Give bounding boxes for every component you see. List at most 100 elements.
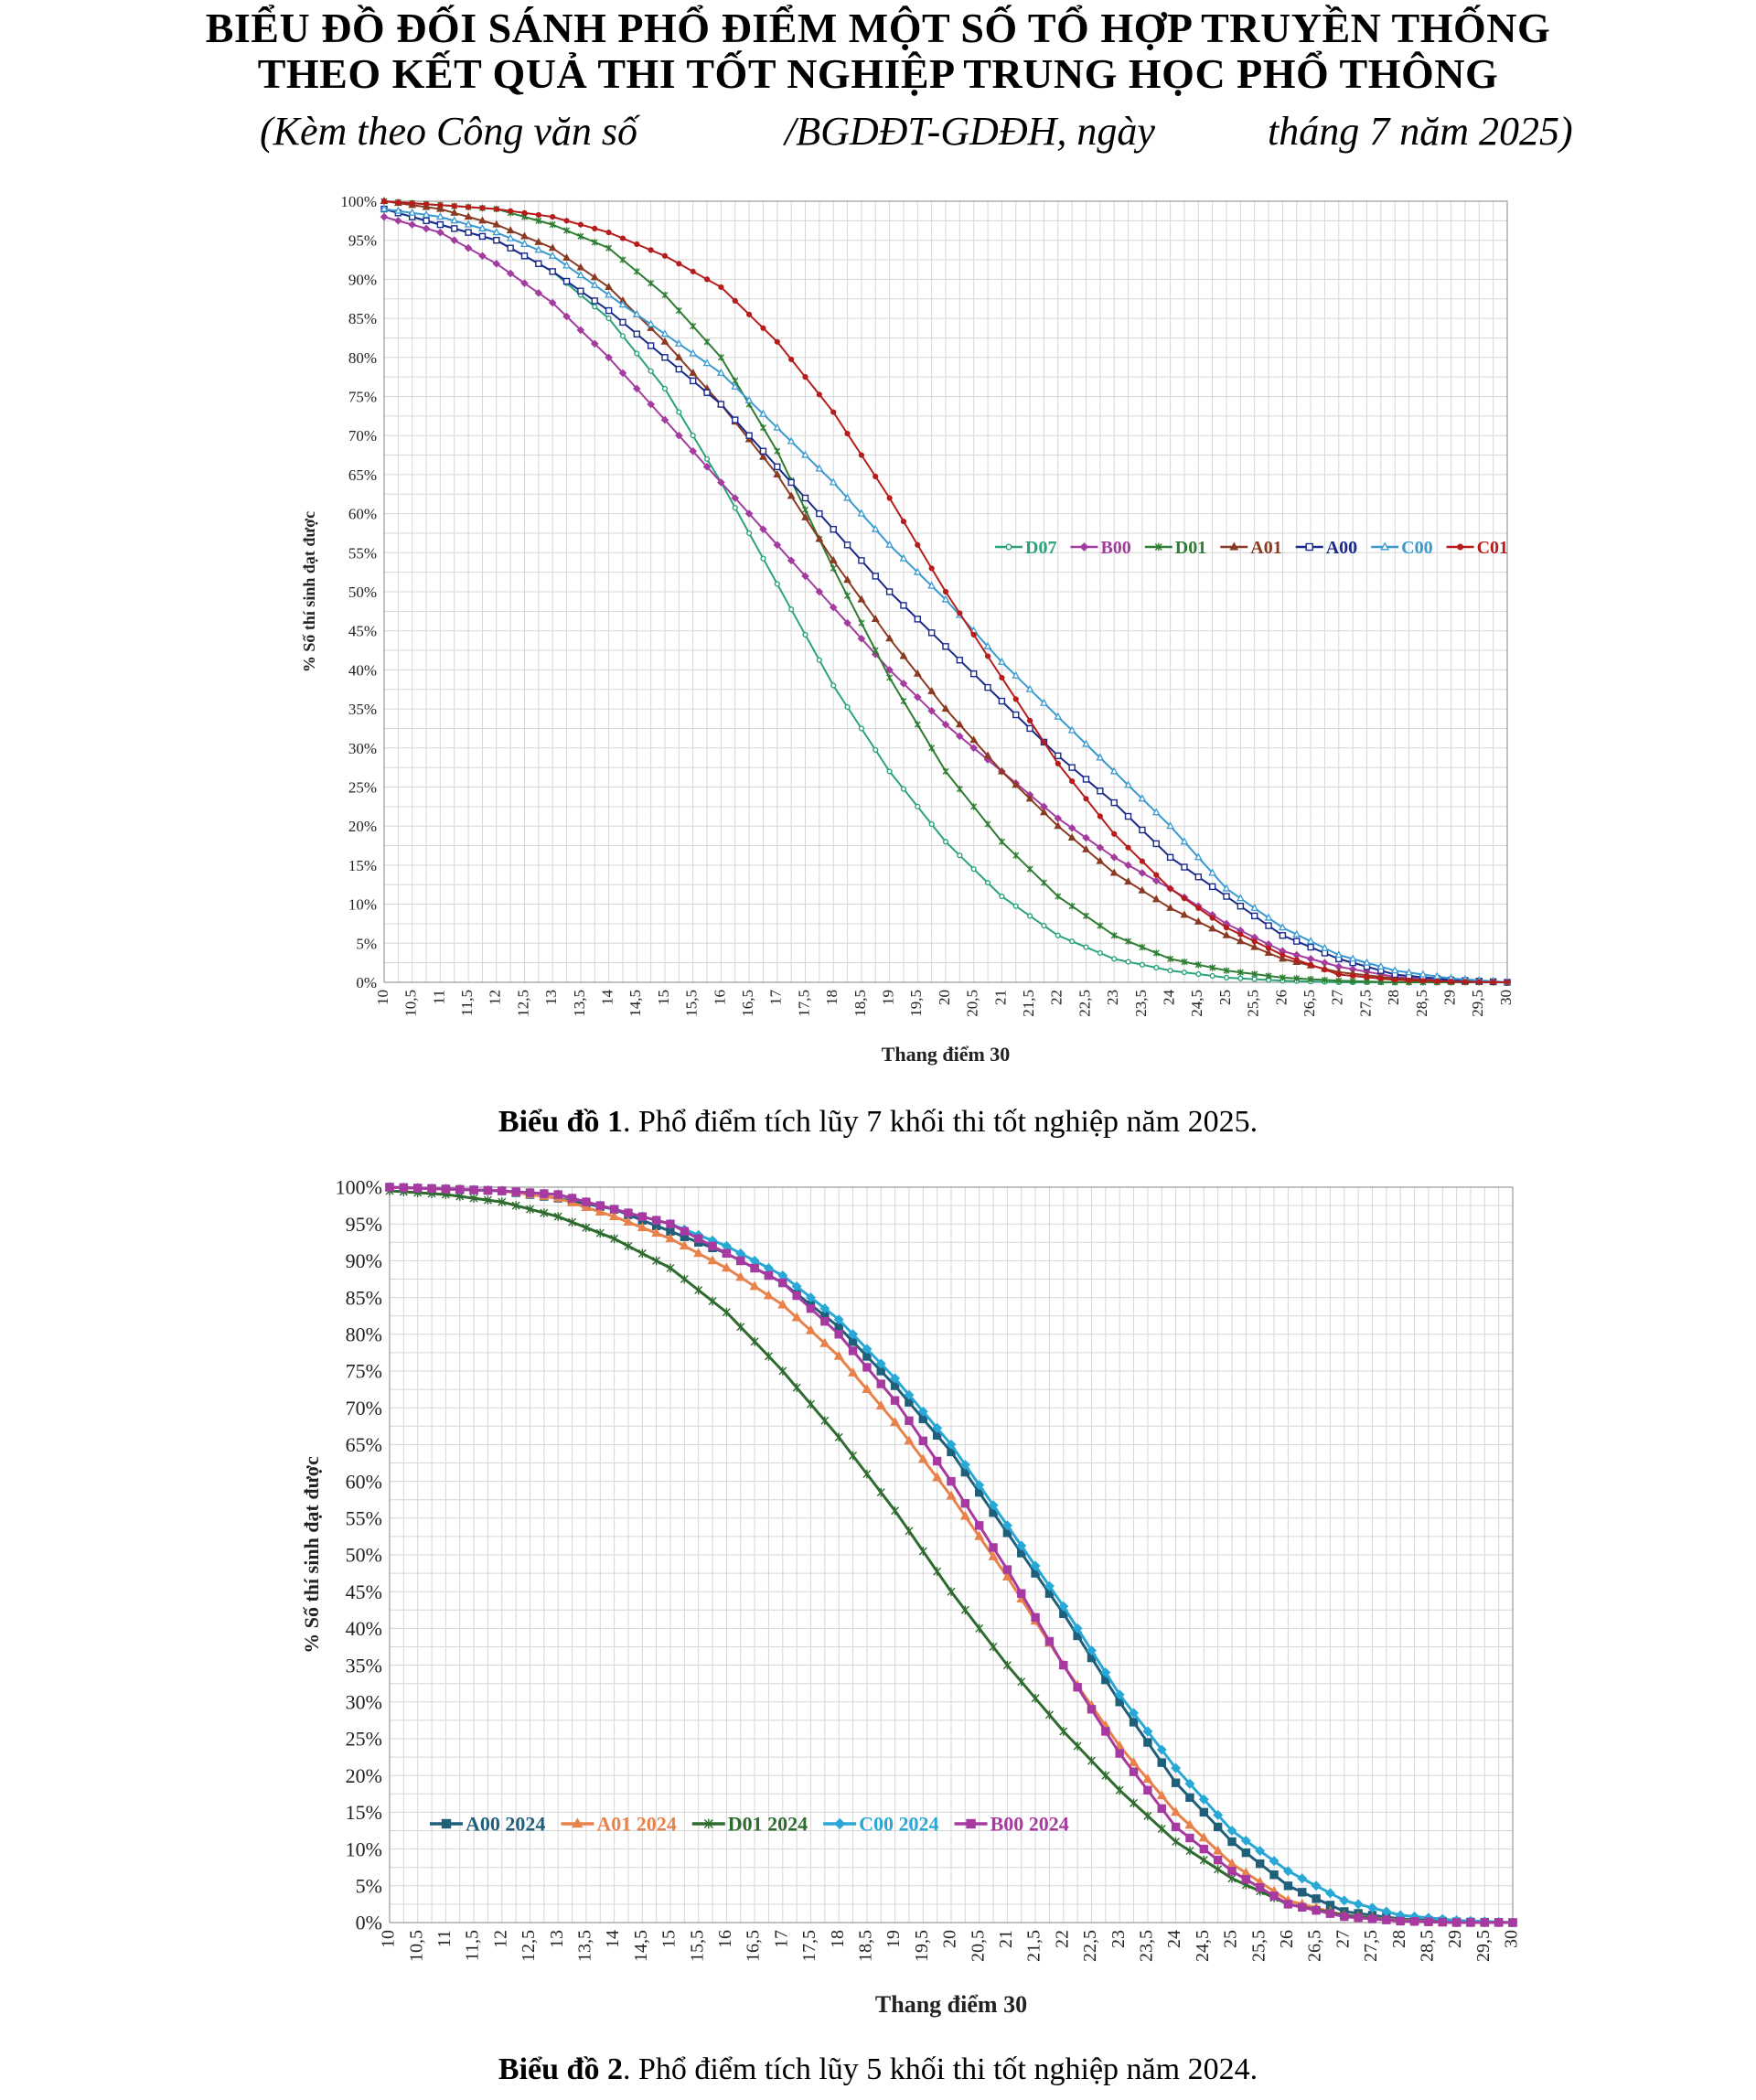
data-point [873, 746, 879, 754]
data-point [1476, 979, 1483, 985]
x-tick-label: 21 [991, 990, 1009, 1005]
data-point [969, 735, 979, 744]
data-point [1040, 879, 1047, 886]
data-point [647, 342, 655, 349]
data-point [833, 1314, 844, 1325]
x-tick-label: 20 [940, 1930, 960, 1948]
legend-label: C00 2024 [859, 1813, 938, 1836]
data-point [1194, 852, 1203, 861]
data-point [1142, 1773, 1153, 1784]
data-point [1115, 1749, 1124, 1758]
data-point [717, 368, 725, 376]
x-tick-label: 16 [711, 990, 728, 1005]
y-axis-ticks: 0% 5% 10% 15% 20% 25% 30% 35% 40% 45% 50% 55% 60% 65%… [336, 1176, 382, 1934]
legend: D07 B00 D01 A01 A00 C00 C01 [995, 538, 1508, 558]
data-point [455, 1184, 465, 1195]
data-point [1166, 853, 1174, 862]
data-point [1306, 937, 1315, 945]
data-point [648, 247, 654, 253]
data-point [1390, 966, 1399, 974]
data-point [843, 541, 851, 549]
data-point [1156, 1744, 1167, 1755]
data-point [722, 1307, 731, 1317]
data-point [764, 1270, 774, 1280]
data-point [1222, 930, 1231, 938]
y-tick-label: 55% [348, 544, 377, 562]
data-point [942, 588, 949, 595]
data-point [637, 1248, 647, 1259]
data-point [844, 703, 851, 711]
data-point [1068, 764, 1076, 771]
data-point [1067, 725, 1076, 734]
data-point [900, 697, 907, 705]
data-point [774, 581, 780, 587]
data-point [913, 669, 922, 677]
data-point [815, 534, 824, 542]
data-point [1097, 922, 1104, 929]
data-point [1096, 856, 1105, 864]
data-point [1184, 1819, 1195, 1829]
data-point [1171, 1778, 1181, 1787]
data-point [886, 495, 893, 501]
y-tick-label: 70% [346, 1397, 382, 1420]
data-point [830, 525, 837, 533]
x-tick-label: 14 [599, 990, 616, 1006]
y-tick-label: 60% [346, 1470, 382, 1493]
data-point [1255, 1859, 1265, 1869]
data-point [960, 1499, 970, 1508]
data-point [1293, 938, 1301, 945]
data-point [970, 803, 978, 810]
data-point [1279, 932, 1287, 939]
data-point [690, 323, 697, 330]
data-point [1125, 959, 1131, 965]
data-point [408, 208, 417, 216]
chart-2-caption: Biểu đồ 2. Phổ điểm tích lũy 5 khối thi … [0, 2052, 1756, 2087]
data-point [1409, 1917, 1419, 1926]
legend-marker [441, 1818, 452, 1829]
data-point [451, 225, 458, 232]
data-point [577, 221, 584, 228]
data-point [1264, 913, 1273, 921]
data-point [1312, 1894, 1321, 1903]
data-point [380, 212, 389, 221]
data-point [974, 1530, 985, 1540]
x-tick-label: 29,5 [1473, 1930, 1494, 1962]
data-point [815, 587, 824, 596]
data-point [1322, 967, 1328, 973]
data-point [1297, 1873, 1308, 1884]
page-title-line-1: BIỂU ĐỒ ĐỐI SÁNH PHỔ ĐIỂM MỘT SỐ TỔ HỢP … [205, 5, 1551, 51]
data-point [534, 237, 543, 245]
data-point [1321, 943, 1329, 951]
data-point [1208, 883, 1216, 891]
data-point [806, 1324, 816, 1334]
data-point [1067, 833, 1076, 841]
data-point [1124, 861, 1132, 870]
data-point [553, 1190, 562, 1199]
data-point [632, 309, 641, 317]
y-tick-label: 60% [348, 506, 377, 523]
legend-marker [1229, 541, 1239, 551]
data-point [520, 279, 529, 287]
x-tick-label: 15,5 [687, 1930, 707, 1962]
data-point [1030, 1560, 1041, 1571]
data-point [493, 237, 500, 244]
data-point [1001, 1520, 1012, 1531]
data-point [1194, 961, 1202, 969]
data-point [526, 1205, 534, 1214]
plot-frame [389, 1186, 1514, 1923]
data-point [483, 1195, 492, 1205]
x-tick-label: 13,5 [574, 1930, 594, 1962]
data-point [1223, 925, 1230, 931]
data-point [807, 1399, 815, 1409]
subtitle-part-3: tháng 7 năm 2025) [1268, 109, 1573, 154]
data-point [1293, 975, 1301, 982]
data-point [1012, 852, 1020, 859]
x-tick-label: 28 [1385, 990, 1402, 1005]
data-point [1111, 956, 1118, 962]
data-point [651, 1216, 661, 1225]
data-point [872, 647, 879, 654]
data-point [759, 525, 767, 533]
data-point [816, 657, 822, 663]
data-point [890, 1373, 901, 1384]
data-point [891, 1505, 900, 1516]
